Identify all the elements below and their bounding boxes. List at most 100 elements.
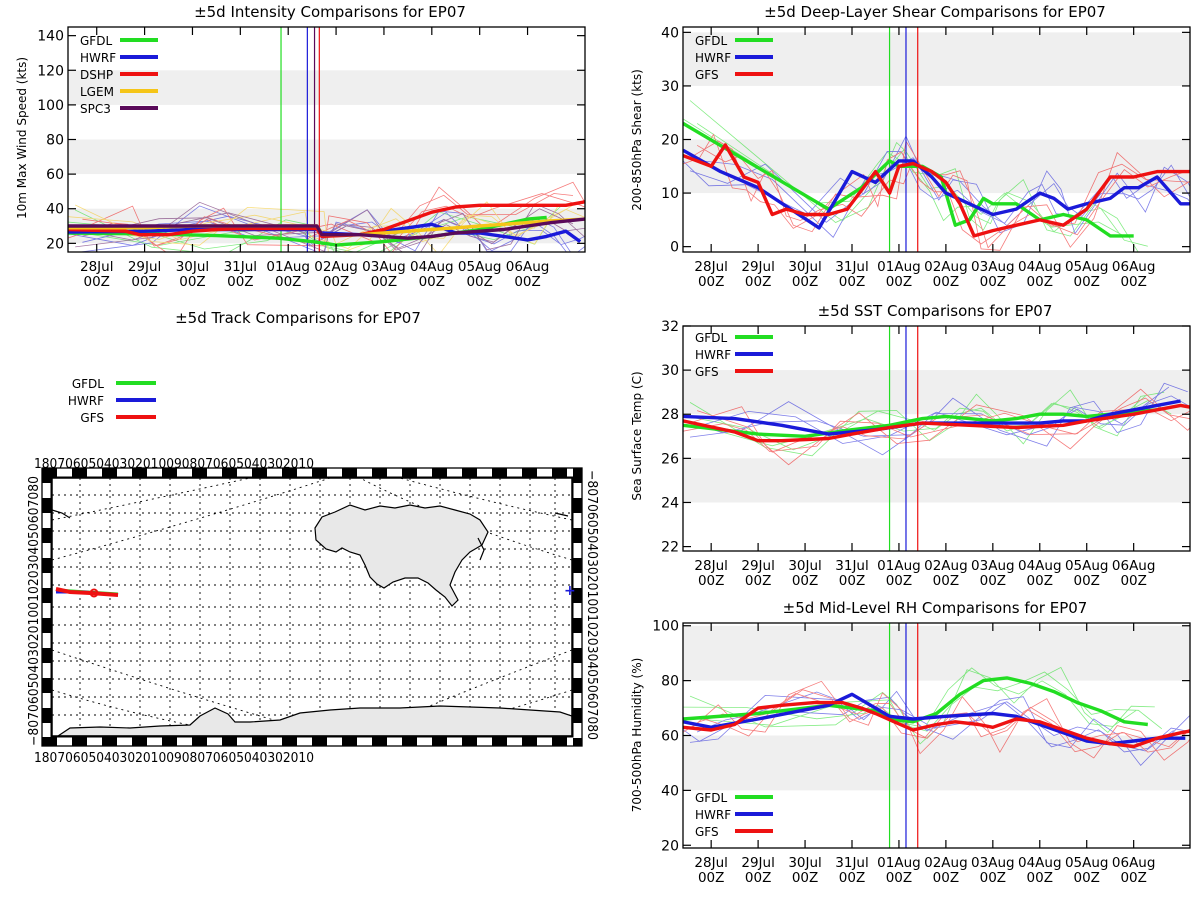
sst-thin-hwrf-2: [689, 382, 1188, 456]
intensity-band-1: [68, 139, 585, 175]
rh-ytick-label-40: 40: [661, 783, 679, 799]
rh-xtick-time-4: 00Z: [886, 870, 912, 886]
track-legend: GFDL HWRF GFS: [68, 377, 156, 425]
rh-thin-hwrf-0: [696, 696, 1190, 753]
intensity-xtick-time-6: 00Z: [371, 274, 397, 290]
shear-legend-label-gfs: GFS: [695, 68, 719, 82]
map-frame-cell-top: [72, 468, 87, 477]
map-frame-cell-bottom: [552, 737, 567, 746]
antarctica-landmass: [56, 705, 573, 737]
sst-xtick-date-5: 02Aug: [924, 558, 968, 574]
intensity-legend-label-dshp: DSHP: [80, 68, 113, 82]
intensity-xtick-time-5: 00Z: [323, 274, 349, 290]
shear-ytick-label-40: 40: [661, 25, 679, 41]
map-frame-cell-bottom: [342, 737, 357, 746]
map-frame-cell-right: [573, 528, 582, 543]
rh-xtick-time-6: 00Z: [980, 870, 1006, 886]
map-frame-cell-bottom: [462, 737, 477, 746]
map-frame-cell-right: [573, 498, 582, 513]
map-frame-cell-top: [372, 468, 387, 477]
shear-xtick-date-6: 03Aug: [971, 259, 1015, 275]
intensity-xtick-time-4: 00Z: [275, 274, 301, 290]
rh-xtick-time-7: 00Z: [1027, 870, 1053, 886]
shear-line-gfs: [683, 143, 1190, 238]
rh-title: ±5d Mid-Level RH Comparisons for EP07: [783, 599, 1088, 617]
map-frame-cell-left: [42, 678, 51, 693]
intensity-ytick-label-120: 120: [37, 63, 64, 79]
shear-title: ±5d Deep-Layer Shear Comparisons for EP0…: [764, 3, 1106, 21]
sst-xtick-date-3: 31Jul: [835, 558, 868, 574]
sst-legend-label-gfdl: GFDL: [695, 331, 727, 345]
map-frame-cell-right: [573, 588, 582, 603]
track-map: 180706050403020100908070605040302010 180…: [26, 456, 600, 766]
shear-line-gfdl: [683, 121, 1134, 238]
map-frame-cell-left: [42, 468, 51, 483]
rh-xtick-date-4: 01Aug: [877, 855, 921, 871]
rh-thin-hwrf-1: [683, 691, 1174, 752]
map-frame-cell-top: [312, 468, 327, 477]
map-frame: [41, 467, 583, 747]
shear-xtick-date-7: 04Aug: [1018, 259, 1062, 275]
map-frame-cell-top: [102, 468, 117, 477]
shear-thin-gfdl-1: [683, 118, 1123, 236]
map-frame-cell-bottom: [102, 737, 117, 746]
sst-xtick-time-1: 00Z: [745, 573, 771, 589]
map-frame-cell-bottom: [492, 737, 507, 746]
rh-xtick-time-9: 00Z: [1120, 870, 1146, 886]
shear-legend-label-hwrf: HWRF: [695, 51, 731, 65]
sst-ytick-label-30: 30: [661, 363, 679, 379]
map-frame-cell-bottom: [252, 737, 267, 746]
intensity-xtick-time-2: 00Z: [179, 274, 205, 290]
sst-xtick-date-8: 05Aug: [1065, 558, 1109, 574]
map-frame-cell-bottom: [282, 737, 297, 746]
sst-panel: ±5d SST Comparisons for EP07 Sea Surface…: [630, 302, 1191, 589]
map-frame-cell-bottom: [432, 737, 447, 746]
shear-legend-label-gfdl: GFDL: [695, 34, 727, 48]
rh-xtick-time-0: 00Z: [698, 870, 724, 886]
intensity-xtick-date-7: 04Aug: [410, 259, 454, 275]
sst-legend-label-gfs: GFS: [695, 365, 719, 379]
map-frame-cell-top: [432, 468, 447, 477]
sst-xtick-date-0: 28Jul: [694, 558, 727, 574]
shear-xtick-time-1: 00Z: [745, 274, 771, 290]
map-frame-cell-bottom: [72, 737, 87, 746]
sst-xtick-time-5: 00Z: [933, 573, 959, 589]
intensity-thin-lgem-0: [82, 208, 585, 245]
map-frame-cell-top: [552, 468, 567, 477]
intensity-xtick-date-1: 29Jul: [128, 259, 161, 275]
intensity-xtick-date-6: 03Aug: [362, 259, 406, 275]
map-marker-plus: +: [564, 583, 576, 599]
map-frame-cell-top: [132, 468, 147, 477]
intensity-legend-label-hwrf: HWRF: [80, 51, 116, 65]
map-frame-cell-bottom: [402, 737, 417, 746]
track-gfs: [55, 587, 119, 597]
sst-ytick-label-32: 32: [661, 319, 679, 335]
sst-title: ±5d SST Comparisons for EP07: [818, 302, 1053, 320]
intensity-xtick-date-3: 31Jul: [224, 259, 257, 275]
map-frame-cell-top: [252, 468, 267, 477]
intensity-xtick-time-9: 00Z: [514, 274, 540, 290]
sst-xtick-date-1: 29Jul: [741, 558, 774, 574]
intensity-xtick-date-8: 05Aug: [458, 259, 502, 275]
sst-xtick-date-4: 01Aug: [877, 558, 921, 574]
rh-xtick-date-0: 28Jul: [694, 855, 727, 871]
intensity-ylabel: 10m Max Wind Speed (kts): [15, 57, 29, 219]
sst-thin-hwrf-1: [683, 386, 1170, 437]
shear-ytick-label-0: 0: [670, 240, 679, 256]
sst-xtick-time-3: 00Z: [839, 573, 865, 589]
map-lat-labels-right: −807060504030201001020304050607080: [584, 470, 600, 740]
rh-xtick-date-3: 31Jul: [835, 855, 868, 871]
map-frame-cell-right: [573, 678, 582, 693]
sst-ytick-label-22: 22: [661, 540, 679, 556]
sst-line-gfs: [683, 403, 1190, 443]
intensity-thin-gfdl-2: [75, 209, 555, 252]
rh-xtick-date-8: 05Aug: [1065, 855, 1109, 871]
intensity-xtick-date-5: 02Aug: [314, 259, 358, 275]
shear-xtick-time-9: 00Z: [1120, 274, 1146, 290]
map-frame-cell-right: [573, 468, 582, 483]
rh-series: [683, 676, 1190, 749]
map-frame-cell-bottom: [132, 737, 147, 746]
intensity-series: [68, 200, 585, 247]
track-gfs-marker: [89, 588, 99, 598]
map-frame-cell-bottom: [522, 737, 537, 746]
